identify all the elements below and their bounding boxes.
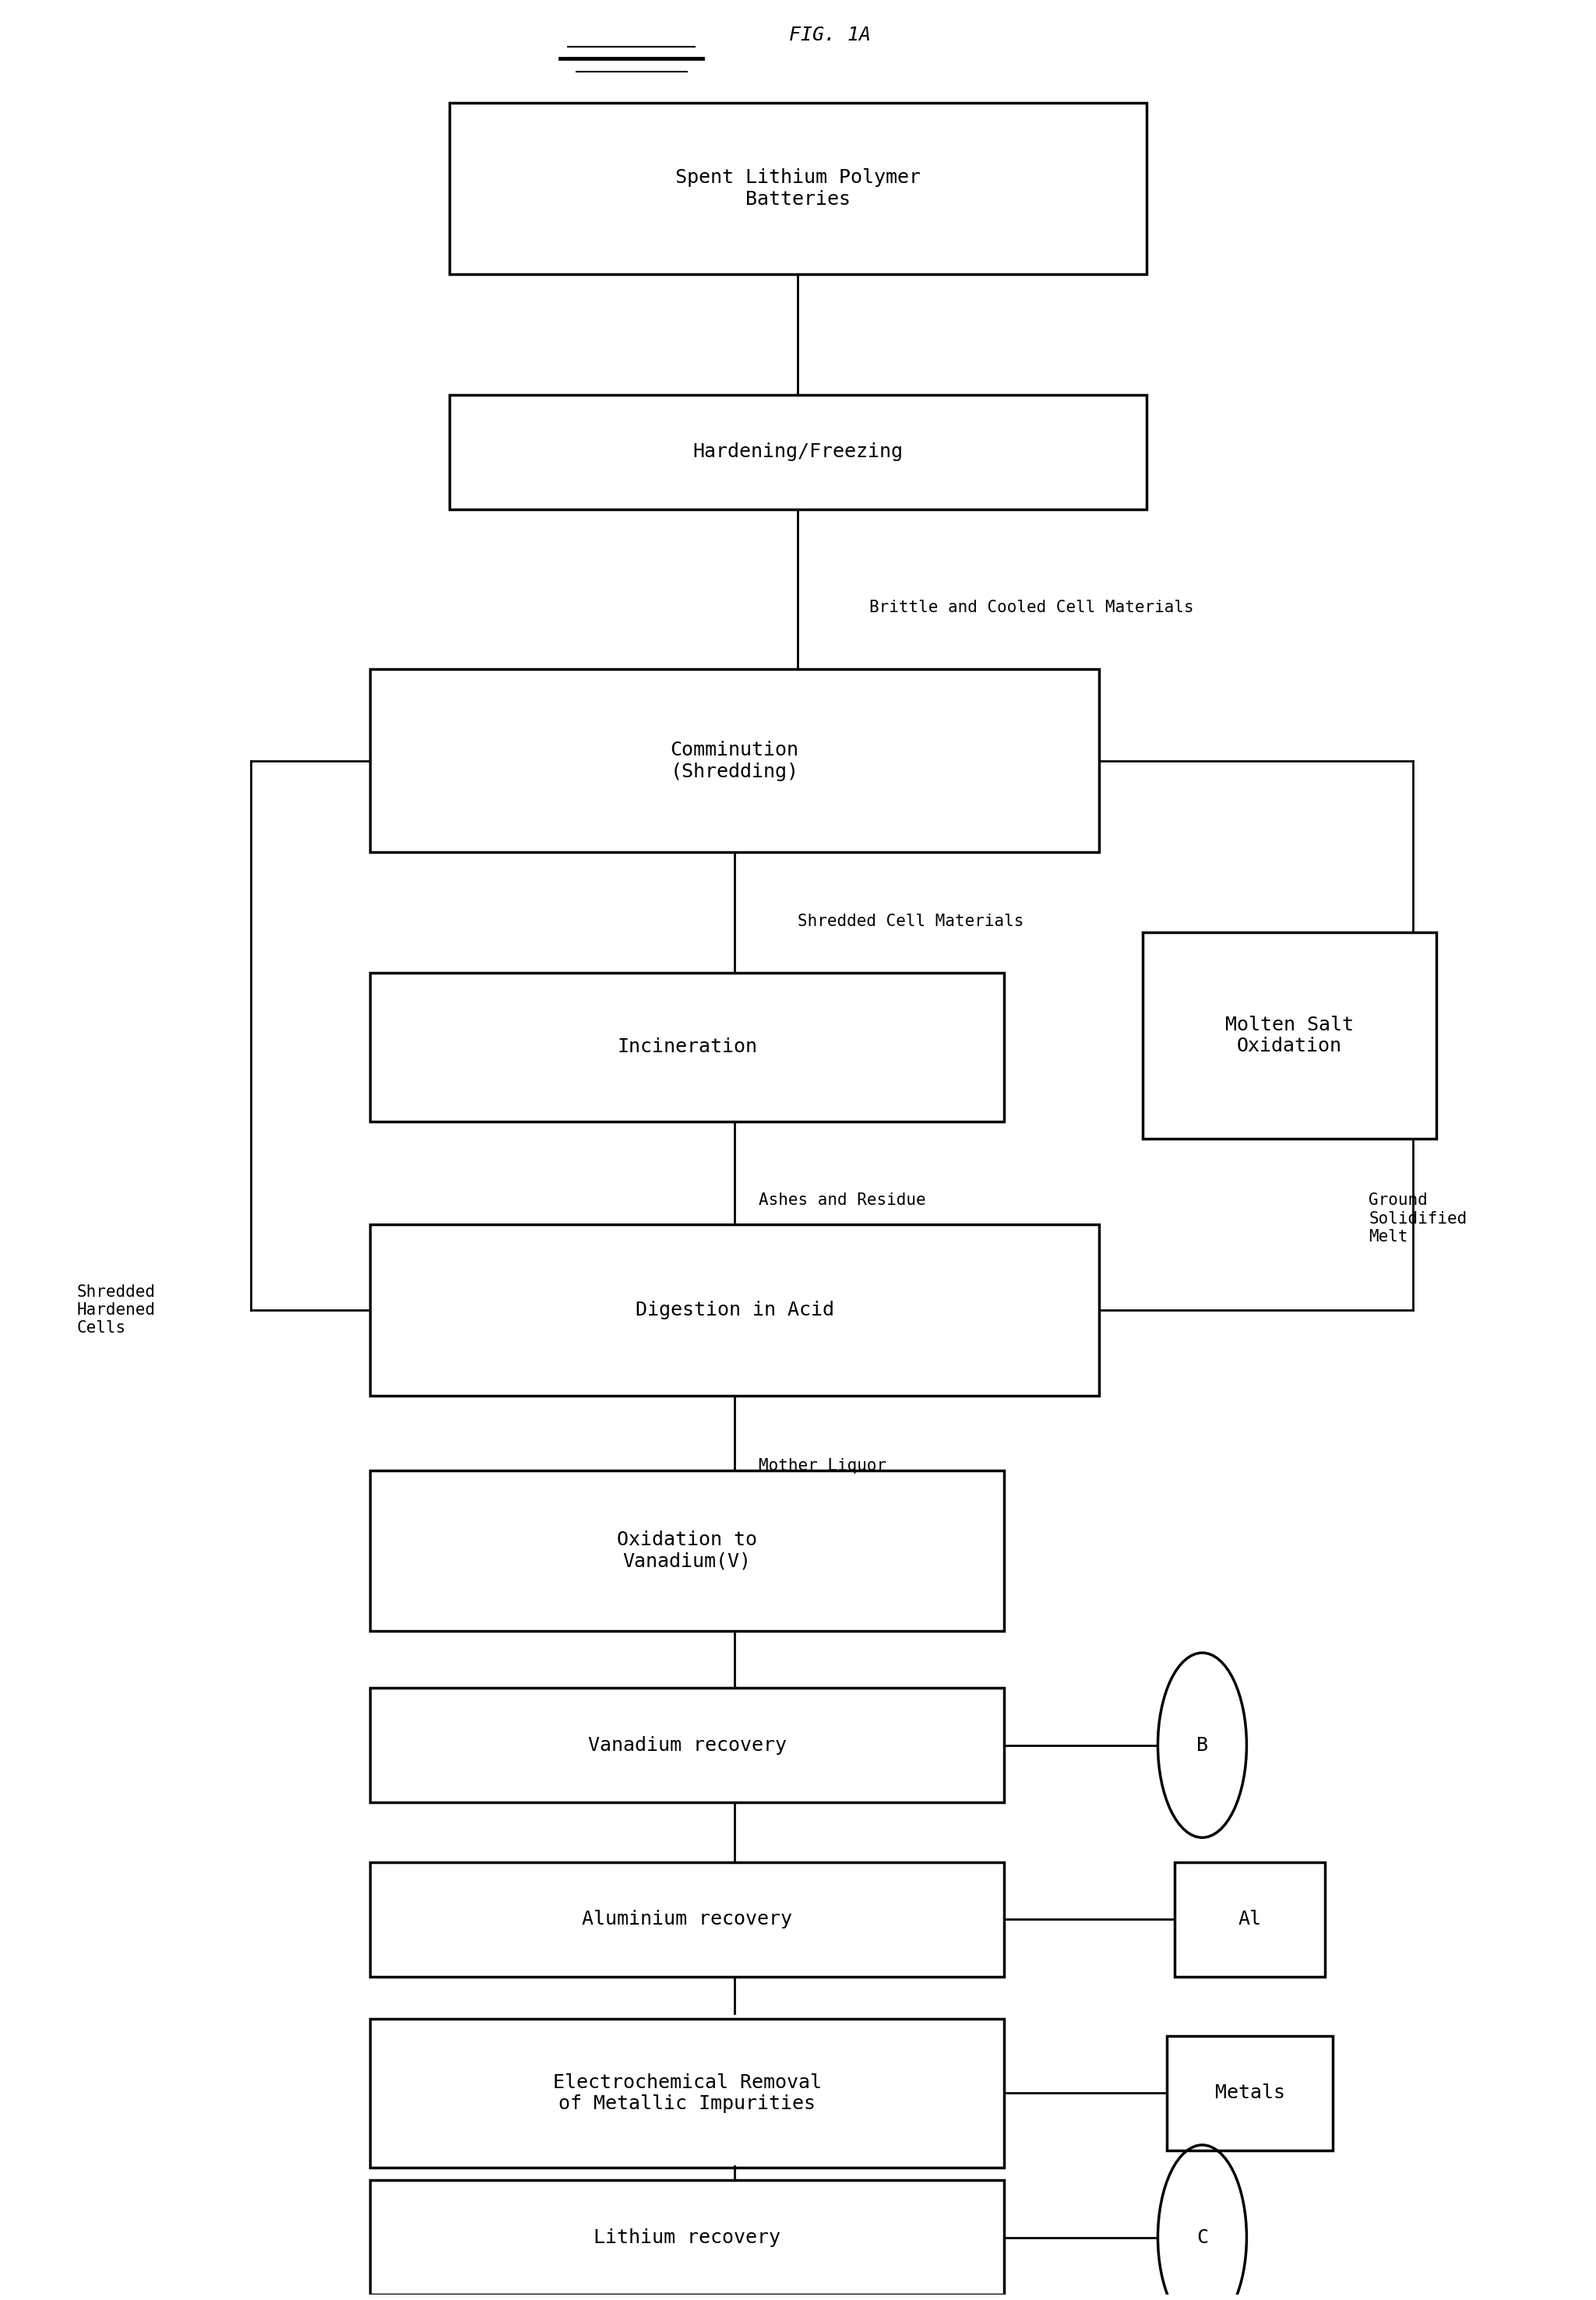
Text: Al: Al — [1238, 1909, 1261, 1927]
FancyBboxPatch shape — [1175, 1863, 1325, 1976]
Text: Comminution
(Shredding): Comminution (Shredding) — [670, 741, 800, 782]
Text: Spent Lithium Polymer
Batteries: Spent Lithium Polymer Batteries — [675, 168, 921, 209]
Text: FIG. 1A: FIG. 1A — [788, 25, 870, 44]
Text: Ashes and Residue: Ashes and Residue — [758, 1194, 926, 1208]
FancyBboxPatch shape — [370, 973, 1004, 1122]
FancyBboxPatch shape — [448, 104, 1148, 274]
Text: Vanadium recovery: Vanadium recovery — [587, 1736, 787, 1755]
FancyBboxPatch shape — [370, 1224, 1100, 1396]
Text: Oxidation to
Vanadium(V): Oxidation to Vanadium(V) — [618, 1530, 757, 1571]
FancyBboxPatch shape — [370, 1470, 1004, 1631]
Text: Digestion in Acid: Digestion in Acid — [635, 1302, 833, 1320]
FancyBboxPatch shape — [370, 669, 1100, 853]
FancyBboxPatch shape — [1143, 932, 1436, 1139]
FancyBboxPatch shape — [370, 1688, 1004, 1803]
Text: Aluminium recovery: Aluminium recovery — [583, 1909, 792, 1927]
Text: Mother Liquor: Mother Liquor — [758, 1458, 886, 1474]
FancyBboxPatch shape — [448, 396, 1148, 508]
Text: Incineration: Incineration — [618, 1037, 757, 1056]
Text: C: C — [1197, 2229, 1208, 2247]
Text: B: B — [1197, 1736, 1208, 1755]
Text: Ground
Solidified
Melt: Ground Solidified Melt — [1369, 1194, 1467, 1244]
Text: Brittle and Cooled Cell Materials: Brittle and Cooled Cell Materials — [870, 600, 1194, 616]
Text: Molten Salt
Oxidation: Molten Salt Oxidation — [1226, 1014, 1353, 1056]
Text: Shredded Cell Materials: Shredded Cell Materials — [798, 913, 1025, 929]
FancyBboxPatch shape — [370, 2180, 1004, 2295]
Text: Electrochemical Removal
of Metallic Impurities: Electrochemical Removal of Metallic Impu… — [552, 2072, 822, 2114]
Text: Hardening/Freezing: Hardening/Freezing — [693, 442, 903, 460]
FancyBboxPatch shape — [370, 2019, 1004, 2167]
Text: Shredded
Hardened
Cells: Shredded Hardened Cells — [77, 1283, 155, 1336]
FancyBboxPatch shape — [370, 1863, 1004, 1976]
Text: Metals: Metals — [1215, 2084, 1285, 2102]
Text: Lithium recovery: Lithium recovery — [594, 2229, 780, 2247]
FancyBboxPatch shape — [1167, 2036, 1333, 2151]
